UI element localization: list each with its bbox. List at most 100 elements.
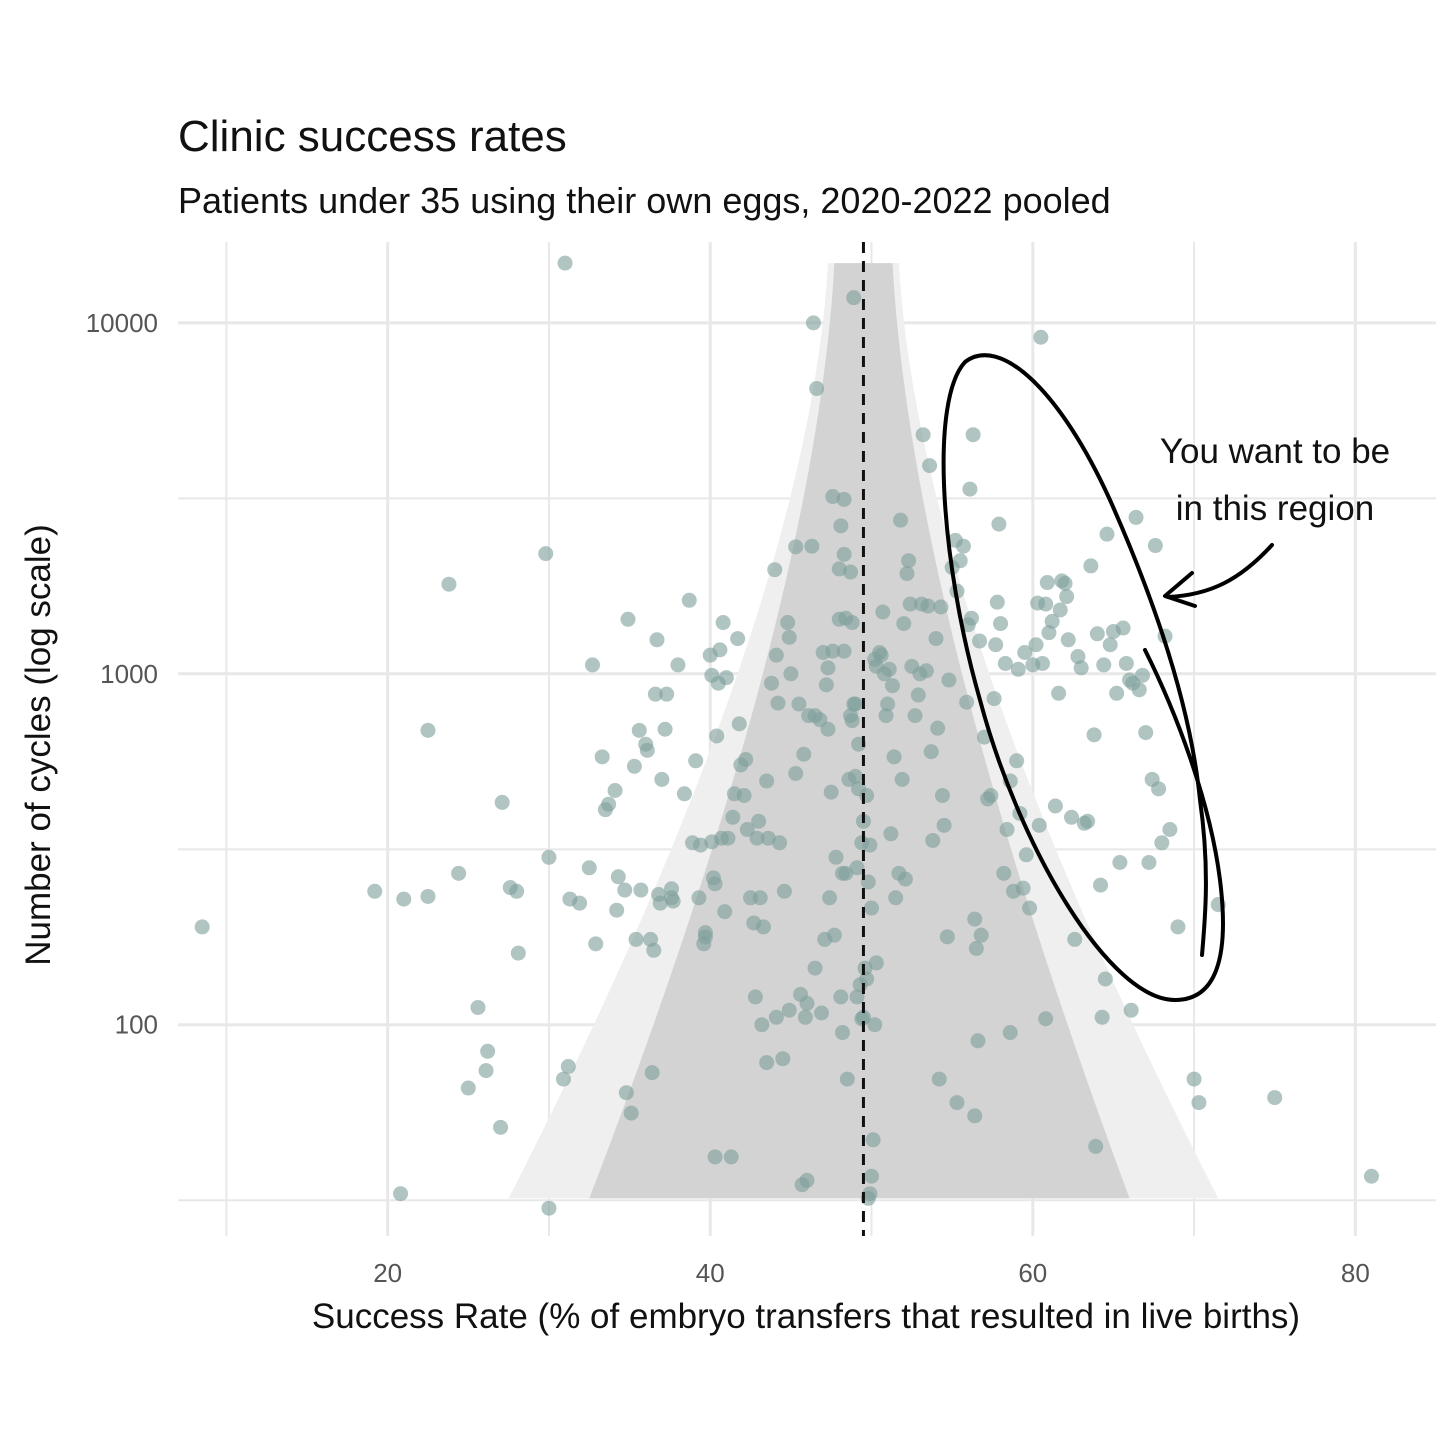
data-point bbox=[799, 995, 815, 1011]
data-point bbox=[897, 871, 913, 887]
data-point bbox=[623, 1105, 639, 1121]
data-point bbox=[1134, 667, 1150, 683]
data-point bbox=[996, 865, 1012, 881]
data-point bbox=[768, 647, 784, 663]
data-point bbox=[631, 722, 647, 738]
data-point bbox=[657, 721, 673, 737]
data-point bbox=[718, 670, 734, 686]
data-point bbox=[1094, 1009, 1110, 1025]
data-point bbox=[868, 955, 884, 971]
data-point bbox=[1057, 575, 1073, 591]
data-point bbox=[715, 615, 731, 631]
funnel-bands bbox=[508, 263, 1219, 1199]
data-point bbox=[833, 518, 849, 534]
data-point bbox=[620, 611, 636, 627]
data-point bbox=[820, 721, 836, 737]
data-point bbox=[738, 751, 754, 767]
data-point bbox=[859, 787, 875, 803]
data-point bbox=[993, 616, 1009, 632]
data-point bbox=[755, 919, 771, 935]
data-point bbox=[470, 999, 486, 1015]
data-point bbox=[618, 1085, 634, 1101]
data-point bbox=[538, 546, 554, 562]
annotation-ellipse bbox=[941, 353, 1225, 1003]
data-point bbox=[867, 1017, 883, 1033]
data-point bbox=[1067, 931, 1083, 947]
data-point bbox=[367, 883, 383, 899]
data-point bbox=[723, 1149, 739, 1165]
data-point bbox=[1170, 919, 1186, 935]
data-point bbox=[749, 830, 765, 846]
data-point bbox=[1028, 637, 1044, 653]
data-point bbox=[931, 1071, 947, 1087]
data-point bbox=[731, 716, 747, 732]
data-point bbox=[970, 1033, 986, 1049]
data-point bbox=[541, 1200, 557, 1216]
data-point bbox=[730, 631, 746, 647]
data-point bbox=[1033, 329, 1049, 345]
data-point bbox=[451, 865, 467, 881]
data-point bbox=[831, 561, 847, 577]
x-tick-label: 20 bbox=[373, 1258, 402, 1288]
data-point bbox=[478, 1063, 494, 1079]
data-point bbox=[759, 1055, 775, 1071]
data-point bbox=[460, 1080, 476, 1096]
data-point bbox=[759, 773, 775, 789]
data-point bbox=[768, 1009, 784, 1025]
data-point bbox=[862, 837, 878, 853]
data-point bbox=[1089, 626, 1105, 642]
data-point bbox=[697, 929, 713, 945]
data-point bbox=[1115, 620, 1131, 636]
data-point bbox=[791, 696, 807, 712]
data-point bbox=[441, 576, 457, 592]
data-point bbox=[670, 657, 686, 673]
data-point bbox=[972, 633, 988, 649]
data-point bbox=[965, 427, 981, 443]
data-point bbox=[888, 890, 904, 906]
data-point bbox=[864, 1168, 880, 1184]
x-tick-label: 40 bbox=[696, 1258, 725, 1288]
data-point bbox=[1051, 685, 1067, 701]
data-point bbox=[878, 708, 894, 724]
data-point bbox=[717, 904, 733, 920]
data-point bbox=[1141, 854, 1157, 870]
data-point bbox=[1047, 798, 1063, 814]
data-point bbox=[709, 728, 725, 744]
data-point bbox=[1039, 575, 1055, 591]
data-point bbox=[781, 629, 797, 645]
data-point bbox=[1097, 971, 1113, 987]
data-point bbox=[907, 708, 923, 724]
x-tick-label: 80 bbox=[1341, 1258, 1370, 1288]
data-point bbox=[923, 744, 939, 760]
data-point bbox=[902, 596, 918, 612]
data-point bbox=[843, 708, 859, 724]
data-point bbox=[986, 691, 1002, 707]
data-point bbox=[934, 787, 950, 803]
data-point bbox=[788, 765, 804, 781]
data-point bbox=[873, 647, 889, 663]
data-point bbox=[1015, 880, 1031, 896]
data-point bbox=[894, 771, 910, 787]
data-point bbox=[881, 661, 897, 677]
data-point bbox=[647, 686, 663, 702]
data-point bbox=[823, 784, 839, 800]
data-point bbox=[1363, 1168, 1379, 1184]
data-points bbox=[194, 255, 1379, 1216]
data-point bbox=[843, 564, 859, 580]
data-point bbox=[572, 895, 588, 911]
data-point bbox=[676, 786, 692, 802]
data-point bbox=[920, 598, 936, 614]
y-axis-title: Number of cycles (log scale) bbox=[19, 524, 58, 966]
data-point bbox=[817, 931, 833, 947]
data-point bbox=[628, 931, 644, 947]
data-point bbox=[1186, 1071, 1202, 1087]
data-point bbox=[1083, 558, 1099, 574]
data-point bbox=[707, 1149, 723, 1165]
data-point bbox=[664, 881, 680, 897]
annotation: You want to be in this region bbox=[941, 353, 1390, 1003]
data-point bbox=[952, 553, 968, 569]
data-point bbox=[1080, 813, 1096, 829]
data-point bbox=[1138, 725, 1154, 741]
data-point bbox=[581, 860, 597, 876]
data-point bbox=[1002, 1025, 1018, 1041]
